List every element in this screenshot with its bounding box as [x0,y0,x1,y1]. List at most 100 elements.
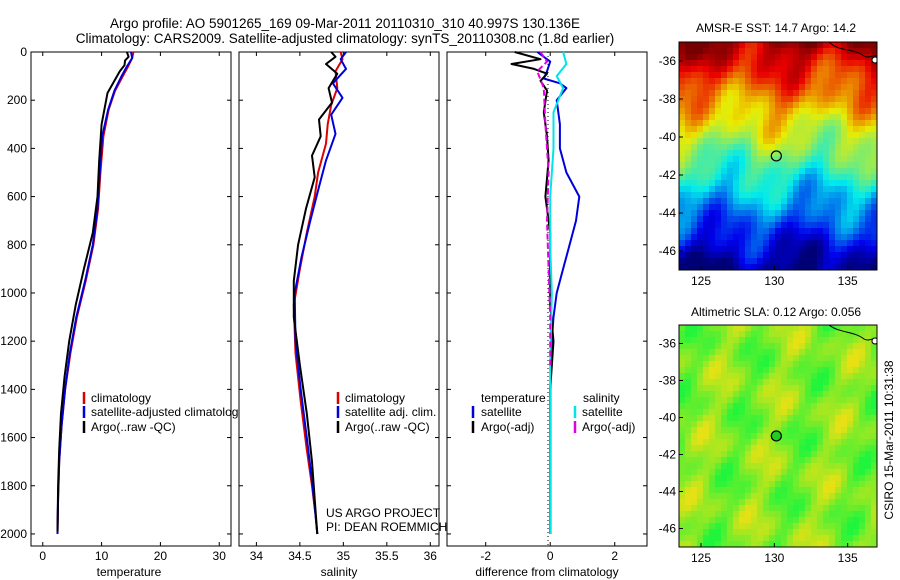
map-cell [679,84,686,91]
map-cell [835,156,842,163]
map-cell [691,391,698,398]
map-cell [799,114,806,121]
map-cell [733,493,740,500]
map-cell [841,204,848,211]
map-cell [865,409,872,416]
map-cell [715,48,722,55]
temperature-ticks: 0 10 20 30020040060080010001200140016001800… [0,45,231,563]
map-cell [697,192,704,199]
map-cell [727,66,734,73]
map-cell [865,132,872,139]
map-cell [763,102,770,109]
map-cell [817,264,824,270]
map-cell [823,78,830,85]
map-cell [739,409,746,416]
map-cell [829,168,836,175]
map-cell [835,445,842,452]
map-cell [781,96,788,103]
map-cell [703,222,710,229]
map-cell [811,66,818,73]
map-cell [769,445,776,452]
map-cell [769,379,776,386]
map-cell [817,54,824,61]
map-cell [847,90,854,97]
map-cell [769,48,776,55]
map-cell [679,517,686,524]
map-cell [769,409,776,416]
map-cell [841,379,848,386]
map-cell [793,216,800,223]
coastline [828,42,877,58]
map-cell [721,240,728,247]
map-cell [811,252,818,259]
map-cell [835,54,842,61]
map-cell [775,66,782,73]
map-cell [853,42,860,49]
map-cell [793,493,800,500]
map-cell [859,216,866,223]
map-cell [841,433,848,440]
map-cell [787,487,794,494]
map-cell [805,138,812,145]
map-cell [685,517,692,524]
map-cell [703,505,710,512]
map-cell [859,258,866,265]
map-cell [703,72,710,79]
map-cell [793,48,800,55]
map-cell [823,126,830,133]
map-cell [775,493,782,500]
map-cell [715,379,722,386]
map-cell [781,102,788,109]
map-cell [841,487,848,494]
map-cell [841,126,848,133]
map-cell [871,144,877,151]
map-cell [745,385,752,392]
map-cell [757,192,764,199]
map-cell [769,385,776,392]
map-cell [721,114,728,121]
map-cell [805,415,812,422]
map-cell [799,180,806,187]
map-cell [751,517,758,524]
map-cell [715,228,722,235]
map-cell [775,168,782,175]
map-cell [829,463,836,470]
map-cell [763,493,770,500]
map-cell [781,198,788,205]
map-cell [709,162,716,169]
map-cell [847,433,854,440]
map-cell [715,403,722,410]
map-cell [709,66,716,73]
map-cell [853,222,860,229]
map-cell [721,180,728,187]
map-cell [697,355,704,362]
map-cell [733,487,740,494]
map-cell [811,96,818,103]
map-cell [745,523,752,530]
map-cell [715,463,722,470]
map-cell [859,511,866,518]
map-cell [703,60,710,67]
series-line-2 [292,51,339,535]
map-cell [697,156,704,163]
map-cell [841,168,848,175]
map-cell [811,114,818,121]
map-cell [739,343,746,350]
map-cell [787,445,794,452]
map-cell [805,156,812,163]
map-cell [853,415,860,422]
map-cell [793,403,800,410]
map-cell [703,541,710,547]
map-cell [763,541,770,547]
map-cell [787,132,794,139]
map-cell [769,180,776,187]
map-cell [733,192,740,199]
map-cell [697,487,704,494]
map-cell [685,180,692,187]
map-cell [715,192,722,199]
map-cell [757,48,764,55]
map-cell [733,126,740,133]
map-cell [865,252,872,259]
map-cell [799,529,806,536]
map-cell [769,144,776,151]
